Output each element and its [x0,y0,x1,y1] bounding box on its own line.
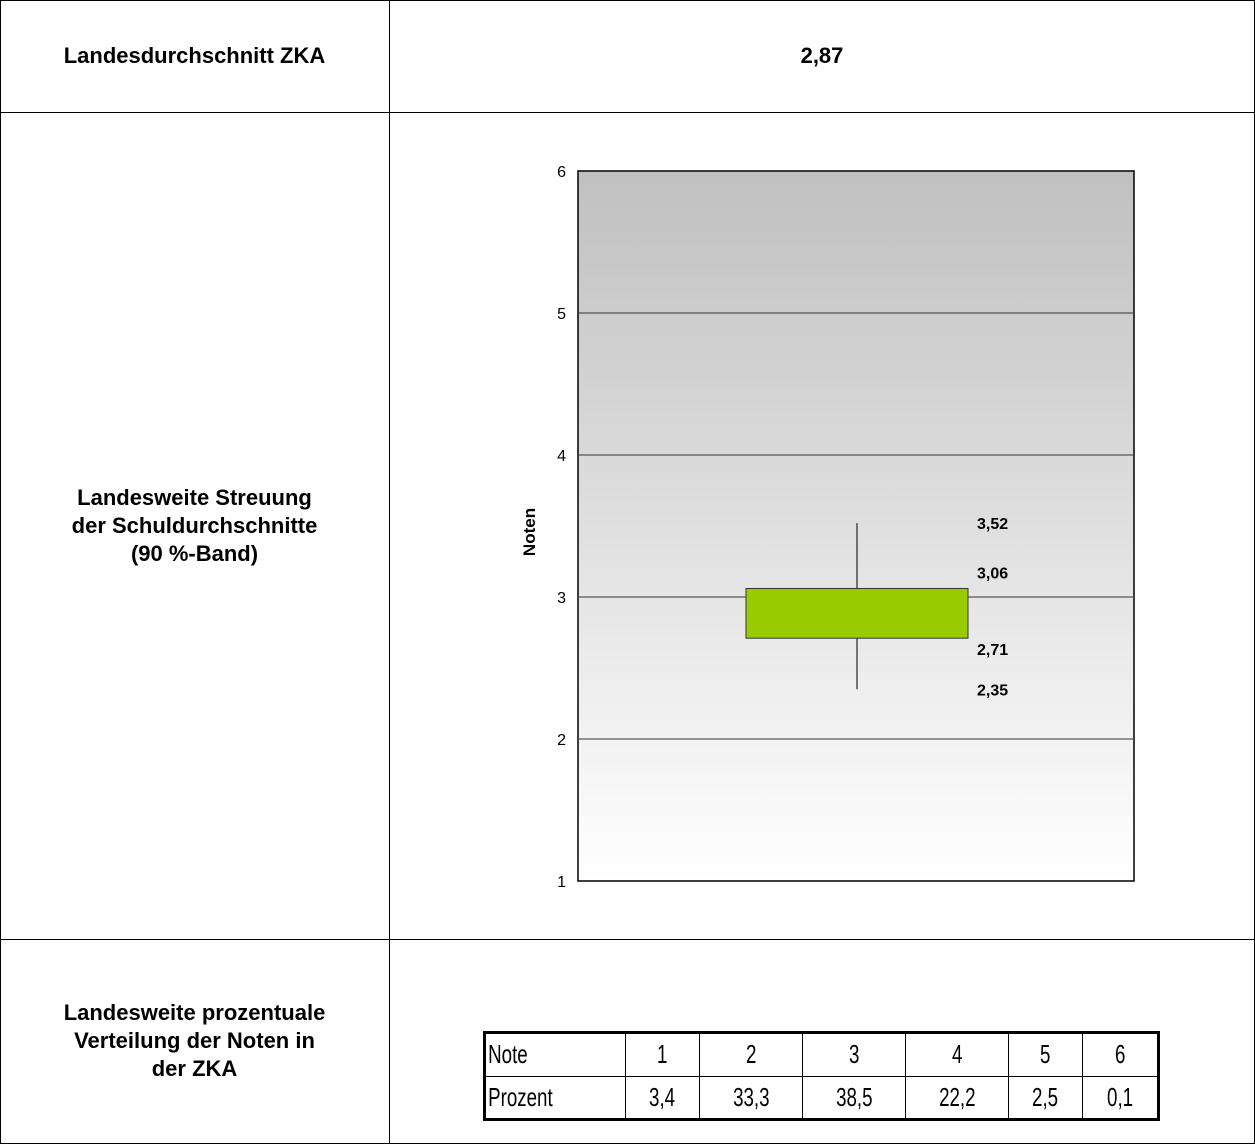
table-border-top [0,0,1255,1]
spread-chart: 1 2 3 4 5 6 Noten 3,52 3,06 2,71 2,35 [520,164,1135,891]
distribution-table: Note 1 2 3 4 5 6 Prozent 3,4 33,3 38,5 2… [483,1031,1160,1121]
distribution-label-cell: Landesweite prozentuale Verteilung der N… [0,939,389,1143]
percent-cell: 2,5 [1007,1075,1083,1120]
average-label: Landesdurchschnitt ZKA [63,43,326,68]
distribution-label-line-2: Verteilung der Noten in [74,1028,315,1053]
percent-cell: 22,2 [904,1075,1009,1120]
y-tick-label: 5 [557,306,566,323]
grade-cell: 2 [699,1032,803,1077]
percent-row-header: Prozent [484,1075,626,1120]
grade-row-header: Note [484,1032,626,1077]
grade-cell: 6 [1081,1032,1160,1077]
grade-cell: 1 [624,1032,701,1077]
distribution-label-line-3: der ZKA [151,1056,238,1081]
y-axis-label: Noten [520,508,539,556]
percent-cell: 33,3 [699,1075,803,1120]
spread-label-cell: Landesweite Streuung der Schuldurchschni… [0,112,389,939]
percent-cell: 0,1 [1081,1075,1160,1120]
row-divider-1 [0,112,1255,113]
y-tick-label: 4 [557,448,566,465]
label-whisker-high: 3,52 [977,516,1008,533]
spread-label-line-2: der Schuldurchschnitte [71,512,318,538]
average-value-cell: 2,87 [389,0,1255,112]
plot-area [577,170,1135,882]
row-divider-2 [0,939,1255,940]
spread-label-line-1: Landesweite Streuung [77,484,312,510]
distribution-label-line-1: Landesweite prozentuale [63,1000,326,1025]
percent-row: Prozent 3,4 33,3 38,5 22,2 2,5 0,1 [484,1075,1160,1120]
y-axis-ticks: 1 2 3 4 5 6 [557,164,566,891]
average-value: 2,87 [800,43,844,68]
grade-cell: 4 [904,1032,1009,1077]
percent-cell: 3,4 [624,1075,701,1120]
average-label-cell: Landesdurchschnitt ZKA [0,0,389,112]
grade-cell: 5 [1007,1032,1083,1077]
y-tick-label: 3 [557,590,566,607]
grade-cell: 3 [801,1032,906,1077]
y-tick-label: 1 [557,874,566,891]
spread-label-line-3: (90 %-Band) [130,540,259,566]
label-quartile-low: 2,71 [977,642,1008,659]
grade-row: Note 1 2 3 4 5 6 [484,1032,1160,1077]
label-quartile-high: 3,06 [977,565,1008,582]
percent-cell: 38,5 [801,1075,906,1120]
y-tick-label: 6 [557,164,566,181]
table-border-left [0,0,1,1144]
y-tick-label: 2 [557,732,566,749]
column-divider [389,0,390,1144]
label-whisker-low: 2,35 [977,682,1008,699]
interquartile-box [745,587,969,639]
